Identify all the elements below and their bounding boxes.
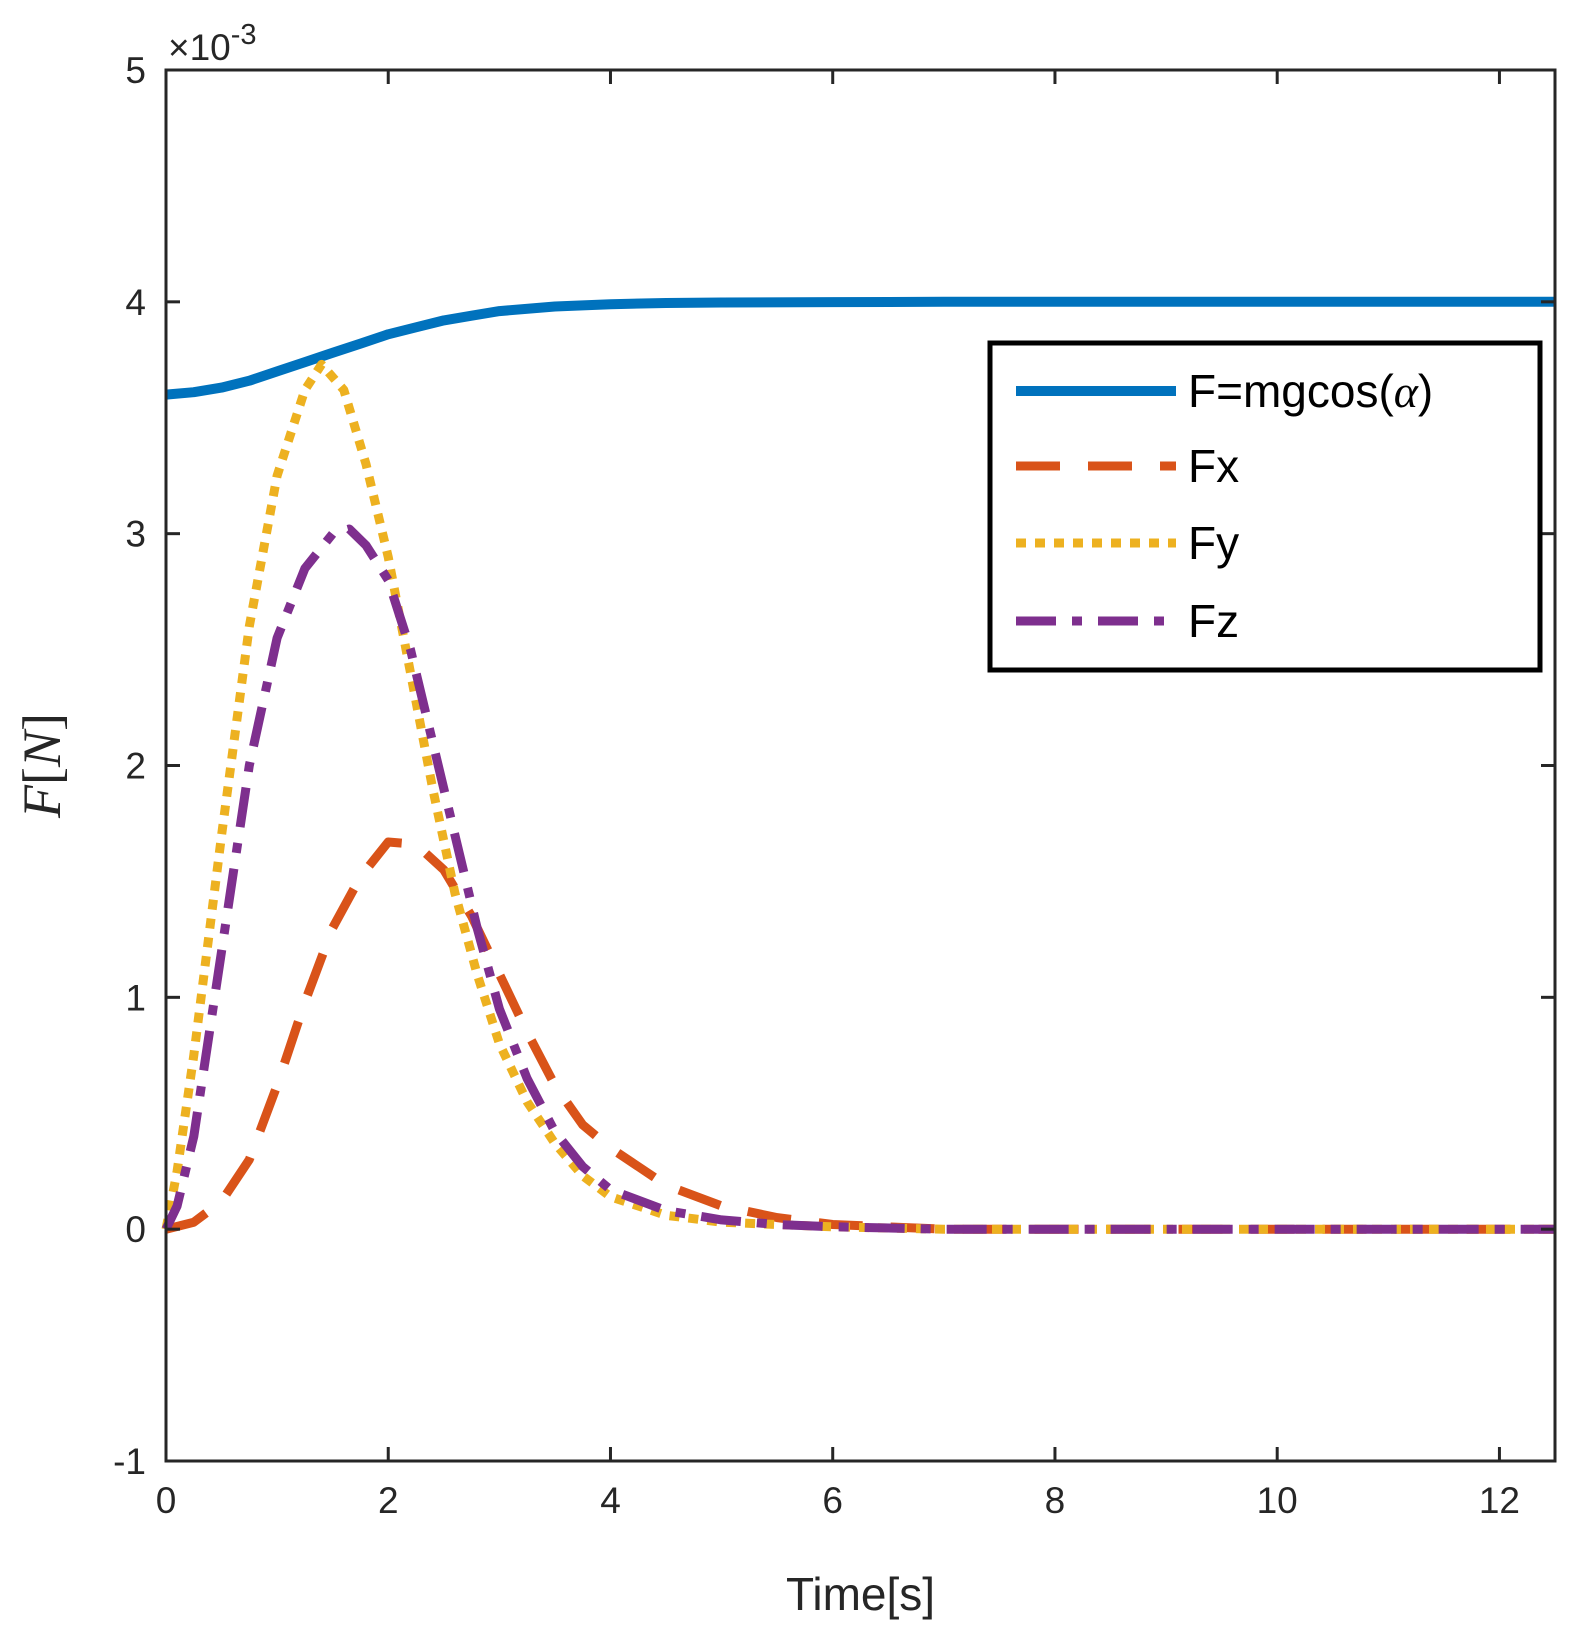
y-tick-label: 2 xyxy=(125,746,146,787)
y-tick-label: 4 xyxy=(125,282,146,323)
legend-label-f-mgcos: F=mgcos(α) xyxy=(1188,365,1433,417)
x-tick-label: 10 xyxy=(1257,1480,1298,1521)
x-tick-label: 2 xyxy=(378,1480,399,1521)
y-axis-exponent-label: ×10-3 xyxy=(168,19,257,68)
y-axis-title-open-bracket: [ xyxy=(12,767,72,785)
series-line-fz xyxy=(161,524,1555,1234)
series-layer xyxy=(161,296,1555,1234)
legend-box xyxy=(987,340,1543,673)
x-axis-title: Time[s] xyxy=(786,1568,935,1620)
y-tick-label: -1 xyxy=(113,1441,146,1482)
legend-label-alpha-symbol: α xyxy=(1394,366,1419,417)
legend-label-fx: Fx xyxy=(1188,440,1239,492)
x-tick-label: 6 xyxy=(822,1480,843,1521)
y-axis-exponent-value: -3 xyxy=(231,19,257,51)
x-tick-label: 8 xyxy=(1045,1480,1066,1521)
y-tick-label: 5 xyxy=(125,50,146,91)
x-tick-label: 0 xyxy=(156,1480,177,1521)
legend-label-fy: Fy xyxy=(1188,517,1239,569)
legend-label-f-mgcos-prefix: F=mgcos( xyxy=(1188,365,1394,417)
x-tick-label: 12 xyxy=(1479,1480,1520,1521)
y-tick-label: 3 xyxy=(125,514,146,555)
legend: F=mgcos(α) Fx Fy Fz xyxy=(987,340,1543,673)
y-axis-title-close-bracket: ] xyxy=(12,713,72,731)
y-tick-label: 0 xyxy=(125,1209,146,1250)
legend-label-f-mgcos-suffix: ) xyxy=(1418,365,1433,417)
legend-label-fz: Fz xyxy=(1188,595,1239,647)
y-axis-title-variable: F xyxy=(12,784,72,819)
y-tick-label: 1 xyxy=(125,977,146,1018)
y-axis-title-unit: N xyxy=(12,728,72,768)
series-line-f-mgcos xyxy=(165,296,1555,400)
x-tick-label: 4 xyxy=(600,1480,621,1521)
y-axis-title: F[N] xyxy=(12,713,72,819)
y-axis-exponent-prefix: ×10 xyxy=(168,27,231,68)
